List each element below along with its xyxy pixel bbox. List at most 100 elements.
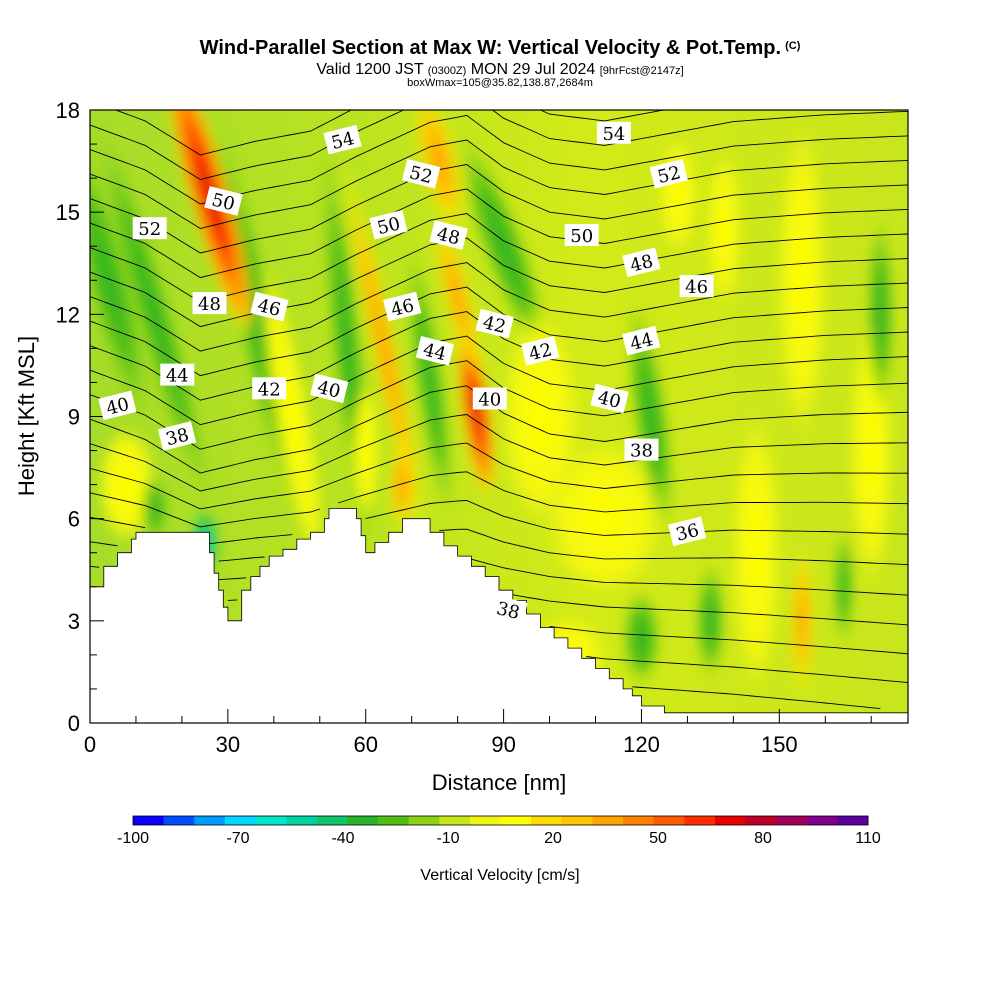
axis-ticks: 0 30 60 90 120 150 0 3 6 9 12 15 18 (56, 98, 872, 757)
theta-label: 54 (596, 121, 631, 145)
x-tick-label: 0 (84, 732, 96, 757)
theta-label: 38 (624, 438, 659, 462)
theta-isentrope (90, 139, 908, 229)
theta-isentrope (90, 442, 908, 510)
theta-label: 46 (250, 291, 289, 322)
theta-isentrope (90, 385, 908, 474)
theta-label: 44 (622, 325, 661, 356)
theta-isentrope (90, 188, 908, 279)
y-tick-label: 3 (68, 609, 80, 634)
colorbar-swatch (194, 816, 226, 825)
theta-label: 42 (252, 377, 287, 400)
theta-label-text: 48 (198, 294, 221, 315)
velocity-region (90, 134, 151, 426)
velocity-region (695, 560, 726, 681)
theta-label: 42 (475, 308, 514, 339)
theta-label: 52 (649, 158, 688, 189)
theta-isentrope (227, 594, 908, 626)
colorbar-swatch (316, 816, 348, 825)
theta-label-text: 40 (478, 390, 501, 411)
colorbar-swatch (500, 816, 532, 825)
colorbar-swatch (439, 816, 471, 825)
colorbar-swatch (806, 816, 838, 825)
colorbar-tick-label: -100 (117, 830, 149, 847)
colorbar-swatch (653, 816, 685, 825)
colorbar-swatch (286, 816, 318, 825)
colorbar-tick-label: -10 (436, 830, 459, 847)
colorbar-tick-label: 110 (855, 830, 881, 847)
theta-label-text: 46 (685, 277, 708, 298)
theta-label: 44 (160, 363, 195, 387)
valid-time-line: Valid 1200 JST (0300Z) MON 29 Jul 2024 [… (0, 61, 1000, 79)
x-tick-label: 150 (761, 732, 798, 757)
theta-label-text: 38 (630, 441, 653, 462)
theta-label: 46 (383, 291, 422, 322)
colorbar-swatch (531, 816, 563, 825)
colorbar-swatch (163, 816, 195, 825)
theta-isentrope (90, 237, 908, 328)
velocity-region (626, 297, 676, 536)
colorbar-title: Vertical Velocity [cm/s] (420, 867, 579, 884)
colorbar-swatch (714, 816, 746, 825)
colorbar-swatch (684, 816, 716, 825)
plot-area (90, 110, 908, 723)
chart-title: Wind-Parallel Section at Max W: Vertical… (0, 37, 1000, 60)
colorbar-swatch (561, 816, 593, 825)
potential-temperature-contours (90, 110, 908, 710)
box-info: boxWmax=105@35.82,138.87,2684m (407, 77, 593, 89)
theta-isentrope (114, 110, 667, 156)
theta-label-text: 42 (258, 379, 281, 400)
theta-isentrope (90, 164, 908, 254)
velocity-region (457, 133, 550, 360)
theta-label: 40 (472, 387, 507, 411)
forecast-tag: [9hrFcst@2147z] (599, 65, 684, 77)
velocity-region (431, 209, 484, 385)
theta-label: 40 (98, 390, 137, 421)
theta-label: 40 (310, 373, 349, 404)
theta-isentrope (90, 360, 908, 450)
velocity-region (777, 120, 828, 441)
y-tick-label: 15 (56, 200, 80, 225)
y-axis-title: Height [Kft MSL] (14, 336, 39, 496)
colorbar-swatch (347, 816, 379, 825)
colorbar-tick-label: -40 (331, 830, 354, 847)
valid-prefix: Valid 1200 JST (316, 61, 424, 78)
x-tick-label: 120 (623, 732, 660, 757)
title-text: Wind-Parallel Section at Max W: Vertical… (199, 37, 782, 59)
colorbar-swatch (133, 816, 165, 825)
velocity-region (259, 258, 326, 575)
velocity-region (411, 110, 467, 239)
colorbar-swatch (255, 816, 287, 825)
colorbar-swatch (469, 816, 501, 825)
colorbar-swatch (776, 816, 808, 825)
velocity-region (833, 526, 854, 647)
colorbar-swatch (745, 816, 777, 825)
y-tick-label: 0 (68, 711, 80, 736)
theta-label: 52 (132, 217, 167, 240)
velocity-region (351, 380, 380, 521)
theta-isentrope (586, 656, 908, 684)
y-tick-label: 18 (56, 98, 80, 123)
colorbar-tick-label: 20 (544, 830, 562, 847)
theta-label: 42 (521, 336, 560, 366)
colorbar-swatch (378, 816, 410, 825)
velocity-region (621, 587, 662, 688)
y-tick-label: 6 (68, 507, 80, 532)
colorbar-frame (132, 815, 869, 826)
theta-label: 40 (590, 383, 629, 414)
y-tick-label: 12 (56, 302, 80, 327)
theta-isentrope (90, 335, 908, 426)
theta-label-text: 50 (570, 226, 593, 247)
theta-isentrope (90, 557, 908, 596)
colorbar-swatch (623, 816, 655, 825)
velocity-region (96, 122, 213, 507)
colorbar-swatch (592, 816, 624, 825)
theta-label-text: 52 (138, 219, 161, 240)
theta-label-text: 54 (602, 124, 625, 145)
theta-isentrope (90, 528, 908, 566)
theta-isentrope (549, 626, 908, 655)
theta-isentrope (90, 262, 908, 352)
velocity-region (731, 412, 782, 693)
